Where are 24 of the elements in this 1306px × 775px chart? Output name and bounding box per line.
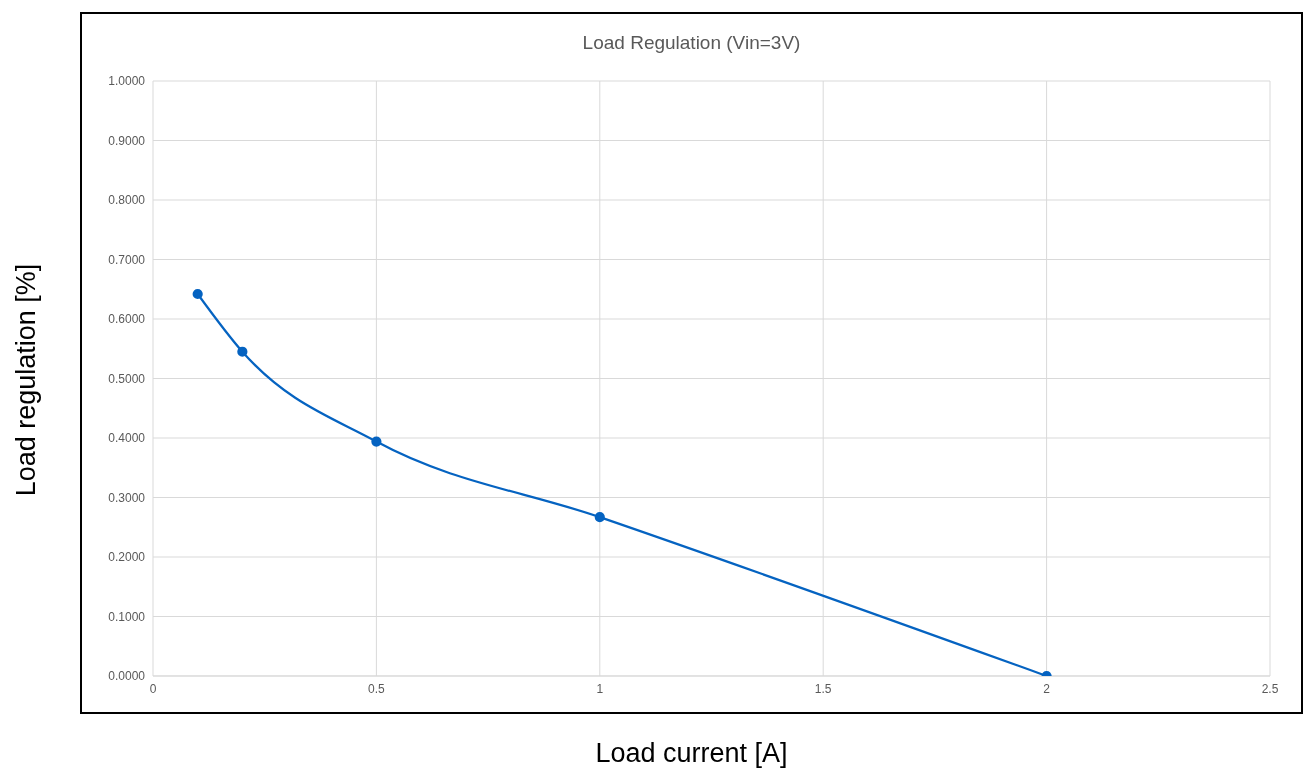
- y-tick-label: 0.2000: [108, 550, 146, 565]
- y-tick-label: 0.9000: [108, 133, 146, 148]
- x-tick-label: 0: [149, 681, 157, 696]
- y-tick-label: 1.0000: [108, 74, 146, 89]
- point: [594, 512, 605, 523]
- y-tick-label: 0.3000: [108, 490, 146, 505]
- point: [237, 346, 248, 357]
- chart-title: Load Regulation (Vin=3V): [581, 32, 802, 54]
- y-tick-label: 0.0000: [108, 669, 146, 684]
- x-axis-title: Load current [A]: [594, 738, 789, 769]
- x-tick-label: 0.5: [368, 681, 386, 696]
- point: [371, 436, 382, 447]
- y-tick-label: 0.1000: [108, 609, 146, 624]
- x-tick-label: 2.5: [1261, 681, 1279, 696]
- x-tick-label: 1.5: [814, 681, 832, 696]
- point: [192, 288, 203, 300]
- x-tick-label: 1: [596, 681, 604, 696]
- y-tick-label: 0.8000: [108, 193, 146, 208]
- x-tick-label: 2: [1043, 681, 1051, 696]
- y-axis-title: Load regulation [%]: [10, 263, 42, 497]
- y-tick-label: 0.7000: [108, 252, 146, 267]
- y-tick-label: 0.5000: [108, 371, 146, 386]
- y-tick-label: 0.4000: [108, 431, 146, 446]
- y-tick-label: 0.6000: [108, 312, 146, 327]
